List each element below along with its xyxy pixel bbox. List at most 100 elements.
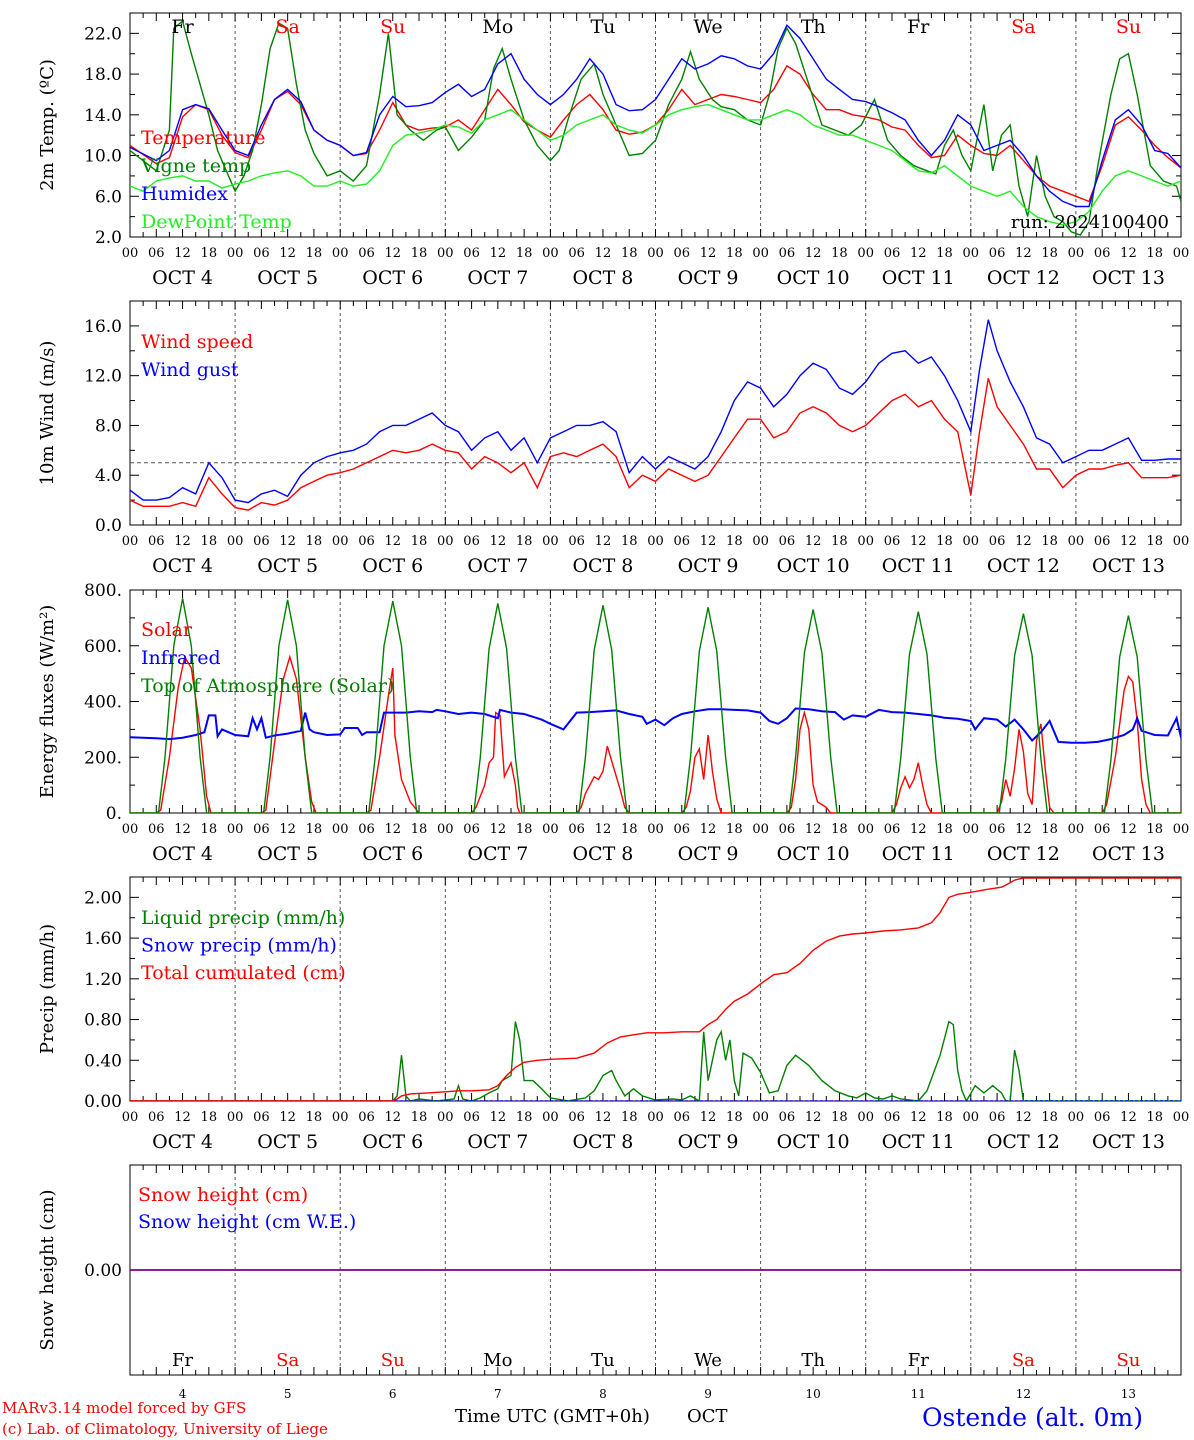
y-tick-label: 1.20 <box>84 970 122 990</box>
date-label: OCT 8 <box>572 843 633 865</box>
y-tick-label: 10.0 <box>84 147 122 167</box>
hour-tick-label: 18 <box>621 822 638 837</box>
hour-tick-label: 18 <box>936 1110 953 1125</box>
hour-tick-label: 18 <box>1041 1110 1058 1125</box>
series-line <box>130 23 1181 208</box>
hour-tick-label: 12 <box>490 534 507 549</box>
hour-tick-label: 18 <box>411 534 428 549</box>
hour-tick-label: 06 <box>1094 1110 1111 1125</box>
legend-label: Snow precip (mm/h) <box>141 935 337 957</box>
hour-tick-label: 06 <box>463 1110 480 1125</box>
date-label: OCT 13 <box>1092 843 1165 865</box>
hour-tick-label: 00 <box>752 246 769 261</box>
date-label: OCT 10 <box>777 555 850 577</box>
hour-tick-label: 00 <box>1173 822 1190 837</box>
y-tick-label: 6.0 <box>95 187 122 207</box>
hour-tick-label: 00 <box>963 822 980 837</box>
y-tick-label: 8.0 <box>95 416 122 436</box>
hour-tick-label: 12 <box>384 534 401 549</box>
day-name-label: Tu <box>590 16 615 38</box>
hour-tick-label: 18 <box>936 246 953 261</box>
hour-tick-label: 12 <box>700 1110 717 1125</box>
date-label: OCT 13 <box>1092 1131 1165 1153</box>
hour-tick-label: 00 <box>963 534 980 549</box>
hour-tick-label: 00 <box>1068 246 1085 261</box>
hour-tick-label: 00 <box>227 246 244 261</box>
day-number-label: 5 <box>284 1387 292 1401</box>
legend-label: Humidex <box>141 183 228 205</box>
day-name-label: Sa <box>1011 16 1035 38</box>
series-line <box>130 1020 1181 1101</box>
hour-tick-label: 12 <box>700 822 717 837</box>
hour-tick-label: 12 <box>279 534 296 549</box>
y-tick-label: 18.0 <box>84 65 122 85</box>
hour-tick-label: 18 <box>726 1110 743 1125</box>
hour-tick-label: 06 <box>148 1110 165 1125</box>
date-label: OCT 12 <box>987 267 1060 289</box>
x-axis-month: OCT <box>687 1406 728 1427</box>
day-name-label: Su <box>381 1350 405 1371</box>
day-number-label: 12 <box>1016 1387 1031 1401</box>
date-label: OCT 5 <box>257 1131 318 1153</box>
date-label: OCT 13 <box>1092 267 1165 289</box>
hour-tick-label: 12 <box>174 246 191 261</box>
hour-tick-label: 00 <box>332 246 349 261</box>
hour-tick-label: 06 <box>568 822 585 837</box>
day-name-label: Fr <box>171 16 194 38</box>
day-name-label: Su <box>380 16 405 38</box>
hour-tick-label: 18 <box>306 822 323 837</box>
hour-tick-label: 06 <box>358 246 375 261</box>
day-name-label: Mo <box>482 16 513 38</box>
hour-tick-label: 06 <box>358 822 375 837</box>
series-line <box>130 877 1181 1101</box>
series-line <box>130 707 1181 744</box>
hour-tick-label: 12 <box>595 246 612 261</box>
run-label: run: 2024100400 <box>1011 212 1169 233</box>
date-label: OCT 6 <box>362 267 423 289</box>
panel-frame <box>129 300 1182 526</box>
y-tick-label: 22.0 <box>84 24 122 44</box>
hour-tick-label: 06 <box>779 822 796 837</box>
day-name-label: Su <box>1116 16 1141 38</box>
day-name-label: Fr <box>172 1350 193 1371</box>
hour-tick-label: 12 <box>490 1110 507 1125</box>
date-label: OCT 11 <box>882 843 955 865</box>
legend-label: Liquid precip (mm/h) <box>141 907 345 929</box>
x-axis-title: Time UTC (GMT+0h) <box>455 1406 650 1427</box>
hour-tick-label: 00 <box>963 246 980 261</box>
hour-tick-label: 12 <box>700 246 717 261</box>
hour-tick-label: 18 <box>831 246 848 261</box>
y-tick-label: 600. <box>84 637 122 657</box>
hour-tick-label: 00 <box>752 534 769 549</box>
series-line <box>130 103 1181 226</box>
hour-tick-label: 00 <box>437 1110 454 1125</box>
hour-tick-label: 06 <box>148 534 165 549</box>
hour-tick-label: 18 <box>1146 1110 1163 1125</box>
day-name-label: Su <box>1116 1350 1140 1371</box>
hour-tick-label: 06 <box>674 246 691 261</box>
hour-tick-label: 00 <box>963 1110 980 1125</box>
lab-credit: (c) Lab. of Climatology, University of L… <box>2 1420 328 1438</box>
hour-tick-label: 18 <box>831 1110 848 1125</box>
hour-tick-label: 18 <box>831 534 848 549</box>
hour-tick-label: 18 <box>1041 822 1058 837</box>
hour-tick-label: 00 <box>647 534 664 549</box>
y-axis-title: 10m Wind (m/s) <box>37 341 58 486</box>
hour-tick-label: 06 <box>358 534 375 549</box>
hour-tick-label: 06 <box>779 246 796 261</box>
date-label: OCT 8 <box>572 267 633 289</box>
date-label: OCT 11 <box>882 555 955 577</box>
hour-tick-label: 12 <box>1120 246 1137 261</box>
hour-tick-label: 12 <box>1120 534 1137 549</box>
hour-tick-label: 06 <box>779 1110 796 1125</box>
hour-tick-label: 00 <box>1068 822 1085 837</box>
hour-tick-label: 00 <box>227 1110 244 1125</box>
hour-tick-label: 00 <box>1173 246 1190 261</box>
hour-tick-label: 18 <box>726 534 743 549</box>
day-number-label: 9 <box>704 1387 712 1401</box>
hour-tick-label: 18 <box>201 534 218 549</box>
hour-tick-label: 06 <box>884 534 901 549</box>
day-name-label: Fr <box>908 1350 929 1371</box>
date-label: OCT 10 <box>777 267 850 289</box>
day-name-label: Th <box>801 1350 825 1371</box>
